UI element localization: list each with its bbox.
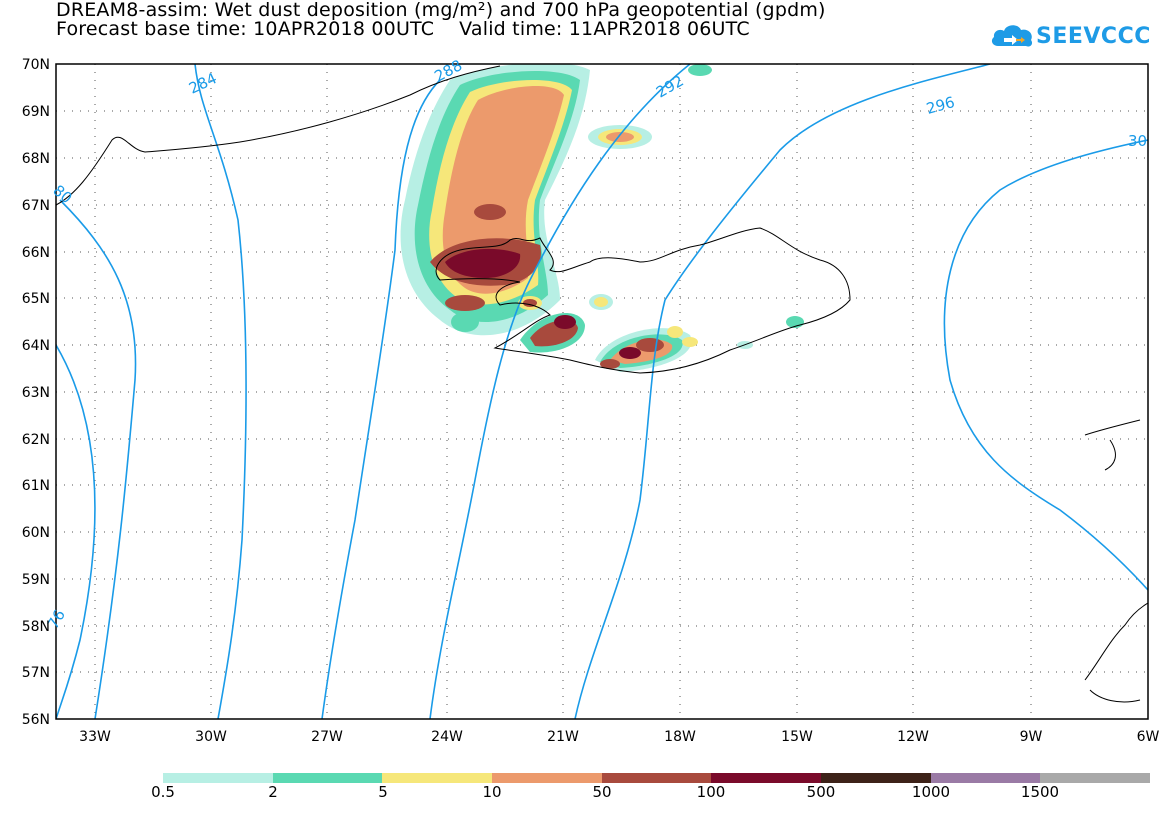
legend-swatch: [492, 773, 602, 783]
legend-label: 500: [806, 783, 836, 801]
lat-label: 57N: [22, 665, 50, 681]
lat-label: 67N: [22, 198, 50, 214]
geopotential-contours: [56, 64, 1148, 719]
lon-label: 9W: [1020, 729, 1043, 745]
longitude-labels: 33W 30W 27W 24W 21W 18W 15W 12W 9W 6W: [79, 729, 1159, 745]
contour-label-80: 80: [49, 181, 75, 207]
contour-label-284: 284: [186, 69, 220, 97]
legend-label: 1000: [911, 783, 951, 801]
lat-label: 61N: [22, 478, 50, 494]
lat-label: 58N: [22, 619, 50, 635]
logo-text: SEEVCCC: [1036, 24, 1151, 49]
lat-label: 68N: [22, 151, 50, 167]
contour-label-30: 30: [1128, 132, 1147, 150]
legend-swatch: [930, 773, 1041, 783]
lon-label: 6W: [1137, 729, 1160, 745]
legend-label: 100: [696, 783, 726, 801]
legend-label: 0.5: [151, 783, 175, 801]
color-legend: [163, 773, 1151, 783]
latitude-labels: 70N 69N 68N 67N 66N 65N 64N 63N 62N 61N …: [22, 57, 50, 728]
lat-label: 62N: [22, 432, 50, 448]
dust-deposition-field: [400, 64, 804, 372]
lat-label: 60N: [22, 525, 50, 541]
lat-label: 56N: [22, 712, 50, 728]
legend-swatch: [601, 773, 712, 783]
lat-label: 66N: [22, 245, 50, 261]
lon-label: 30W: [195, 729, 227, 745]
map-title-line1: DREAM8-assim: Wet dust deposition (mg/m²…: [56, 0, 826, 21]
lat-label: 59N: [22, 572, 50, 588]
graticule: [56, 64, 1148, 719]
lon-label: 27W: [311, 729, 343, 745]
lat-label: 64N: [22, 338, 50, 354]
map-title-line2: Forecast base time: 10APR2018 00UTC Vali…: [56, 18, 750, 40]
legend-swatch: [163, 773, 273, 783]
legend-label: 5: [378, 783, 388, 801]
lon-label: 15W: [781, 729, 813, 745]
lon-label: 33W: [79, 729, 111, 745]
lon-label: 24W: [431, 729, 463, 745]
legend-swatch: [711, 773, 822, 783]
lon-label: 21W: [547, 729, 579, 745]
contour-label-296: 296: [924, 93, 956, 118]
coastlines: [55, 65, 1149, 703]
legend-label: 1500: [1020, 783, 1060, 801]
lat-label: 65N: [22, 291, 50, 307]
legend-label: 10: [482, 783, 502, 801]
seevccc-logo: SEEVCCC: [990, 18, 1150, 58]
lon-label: 12W: [897, 729, 929, 745]
legend-swatch: [272, 773, 383, 783]
legend-swatch: [821, 773, 931, 783]
legend-swatch: [382, 773, 493, 783]
lon-label: 18W: [664, 729, 696, 745]
cloud-icon: [991, 25, 1033, 47]
legend-label: 50: [592, 783, 612, 801]
legend-label: 2: [268, 783, 278, 801]
lat-label: 69N: [22, 104, 50, 120]
contour-label-292: 292: [653, 72, 687, 102]
lat-label: 63N: [22, 385, 50, 401]
legend-swatch: [1040, 773, 1151, 783]
map-frame: [55, 63, 1149, 720]
lat-label: 70N: [22, 57, 50, 73]
